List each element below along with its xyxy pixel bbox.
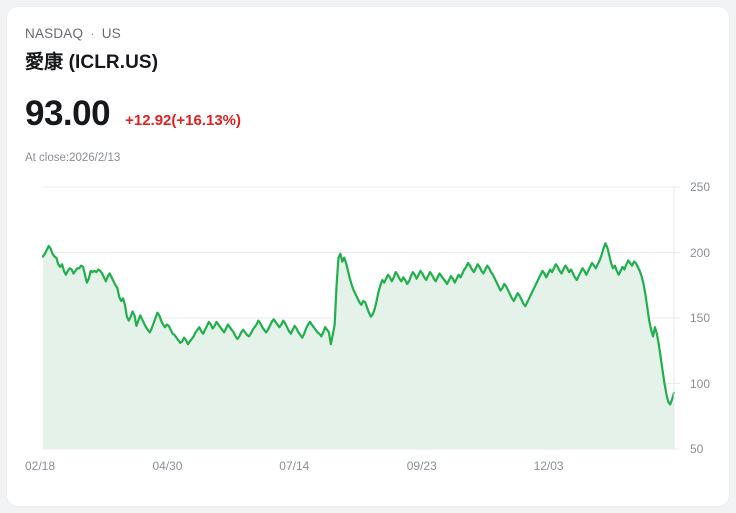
y-axis-tick-label: 100: [690, 376, 711, 391]
price-row: 93.00 +12.92(+16.13%): [25, 94, 729, 134]
exchange-line: NASDAQ · US: [25, 25, 729, 43]
x-axis-tick-label: 09/23: [406, 459, 437, 473]
y-axis-tick-label: 200: [690, 245, 711, 260]
x-axis-tick-label: 07/14: [279, 459, 310, 473]
quote-header: NASDAQ · US 愛康 (ICLR.US) 93.00 +12.92(+1…: [7, 7, 729, 166]
page-title: 愛康 (ICLR.US): [25, 52, 159, 73]
price-line: [41, 242, 676, 406]
y-axis-tick-label: 150: [690, 311, 711, 325]
price-chart[interactable]: 250 200 150 100 50 02/18 04/30 07/14 09/23 12/03: [7, 178, 730, 478]
y-axis-tick-label: 50: [690, 442, 704, 456]
exchange-name: NASDAQ: [25, 26, 84, 41]
exchange-separator: ·: [90, 26, 95, 41]
exchange-region: US: [101, 26, 121, 41]
price-area-fill: [43, 243, 674, 449]
price-chart-svg[interactable]: [7, 178, 730, 478]
stock-quote-card: NASDAQ · US 愛康 (ICLR.US) 93.00 +12.92(+1…: [6, 6, 730, 507]
price-value: 93.00: [25, 94, 111, 133]
price-change: +12.92(+16.13%): [125, 112, 242, 129]
y-axis-tick-label: 250: [690, 180, 711, 194]
x-axis-tick-label: 12/03: [533, 459, 564, 473]
x-axis-tick-label: 04/30: [152, 459, 183, 473]
market-status-note: At close:2026/2/13: [25, 152, 121, 164]
x-axis-tick-label: 02/18: [25, 459, 56, 473]
